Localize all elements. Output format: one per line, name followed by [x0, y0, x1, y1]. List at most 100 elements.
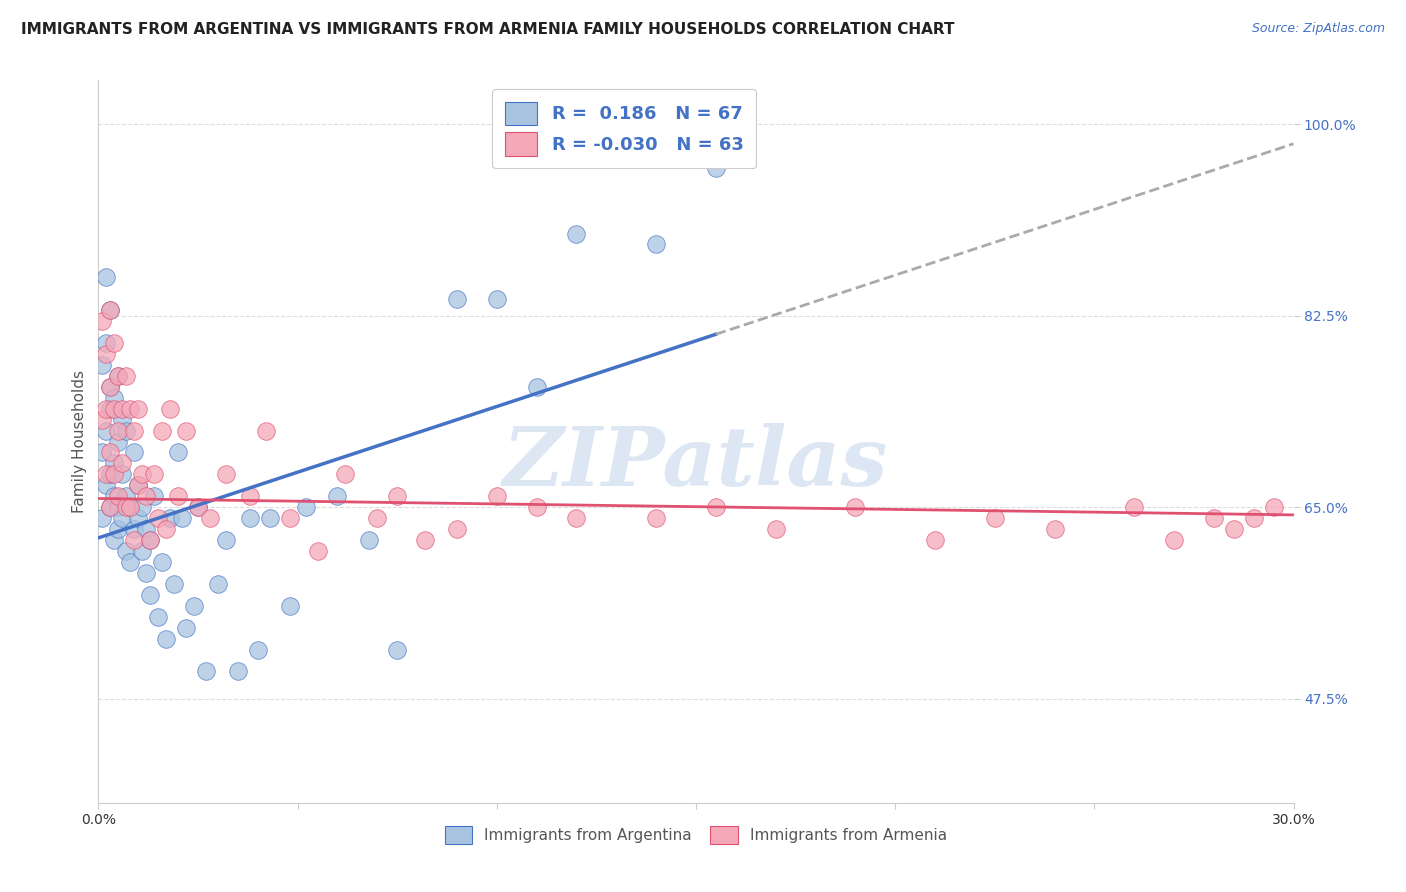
Point	[1163, 533, 1185, 547]
Point	[239, 489, 262, 503]
Point	[187, 500, 209, 515]
Point	[124, 533, 146, 547]
Point	[259, 511, 281, 525]
Point	[131, 500, 153, 515]
Point	[167, 445, 190, 459]
Point	[111, 457, 134, 471]
Point	[98, 500, 122, 515]
Point	[155, 522, 177, 536]
Point	[155, 632, 177, 646]
Point	[1243, 511, 1265, 525]
Point	[1123, 500, 1146, 515]
Point	[111, 511, 134, 525]
Point	[91, 314, 114, 328]
Point	[91, 412, 114, 426]
Point	[385, 489, 409, 503]
Point	[98, 380, 122, 394]
Point	[98, 445, 122, 459]
Point	[139, 588, 162, 602]
Point	[139, 533, 162, 547]
Point	[645, 511, 668, 525]
Point	[278, 599, 301, 613]
Point	[103, 336, 125, 351]
Point	[115, 489, 138, 503]
Point	[167, 489, 190, 503]
Point	[215, 533, 238, 547]
Point	[131, 467, 153, 482]
Point	[98, 401, 122, 416]
Point	[294, 500, 316, 515]
Point	[366, 511, 388, 525]
Point	[187, 500, 209, 515]
Point	[704, 161, 727, 175]
Point	[526, 500, 548, 515]
Text: ZIPatlas: ZIPatlas	[503, 423, 889, 503]
Point	[96, 347, 118, 361]
Point	[335, 467, 357, 482]
Point	[91, 358, 114, 372]
Point	[704, 500, 727, 515]
Point	[135, 489, 157, 503]
Point	[446, 292, 468, 306]
Point	[148, 511, 170, 525]
Point	[565, 227, 588, 241]
Point	[485, 292, 508, 306]
Point	[127, 478, 149, 492]
Point	[844, 500, 866, 515]
Point	[96, 270, 118, 285]
Point	[127, 478, 149, 492]
Point	[98, 303, 122, 318]
Point	[385, 642, 409, 657]
Point	[1202, 511, 1225, 525]
Point	[1263, 500, 1285, 515]
Point	[98, 500, 122, 515]
Point	[107, 500, 129, 515]
Point	[115, 424, 138, 438]
Point	[131, 544, 153, 558]
Point	[413, 533, 436, 547]
Point	[307, 544, 329, 558]
Point	[111, 401, 134, 416]
Point	[111, 412, 134, 426]
Point	[107, 434, 129, 449]
Point	[359, 533, 381, 547]
Y-axis label: Family Households: Family Households	[72, 370, 87, 513]
Point	[159, 401, 181, 416]
Point	[924, 533, 946, 547]
Point	[278, 511, 301, 525]
Point	[765, 522, 787, 536]
Point	[1223, 522, 1246, 536]
Point	[103, 489, 125, 503]
Point	[143, 467, 166, 482]
Point	[96, 401, 118, 416]
Point	[446, 522, 468, 536]
Point	[645, 237, 668, 252]
Point	[103, 401, 125, 416]
Point	[111, 467, 134, 482]
Point	[127, 511, 149, 525]
Point	[215, 467, 238, 482]
Point	[195, 665, 218, 679]
Point	[198, 511, 221, 525]
Point	[183, 599, 205, 613]
Point	[96, 467, 118, 482]
Point	[91, 445, 114, 459]
Point	[124, 424, 146, 438]
Point	[326, 489, 349, 503]
Point	[150, 555, 173, 569]
Point	[91, 511, 114, 525]
Text: Source: ZipAtlas.com: Source: ZipAtlas.com	[1251, 22, 1385, 36]
Point	[163, 577, 186, 591]
Point	[246, 642, 269, 657]
Point	[207, 577, 229, 591]
Point	[120, 555, 142, 569]
Point	[150, 424, 173, 438]
Point	[174, 424, 197, 438]
Point	[135, 566, 157, 580]
Point	[103, 391, 125, 405]
Point	[174, 621, 197, 635]
Point	[115, 500, 138, 515]
Point	[98, 303, 122, 318]
Point	[115, 544, 138, 558]
Point	[107, 489, 129, 503]
